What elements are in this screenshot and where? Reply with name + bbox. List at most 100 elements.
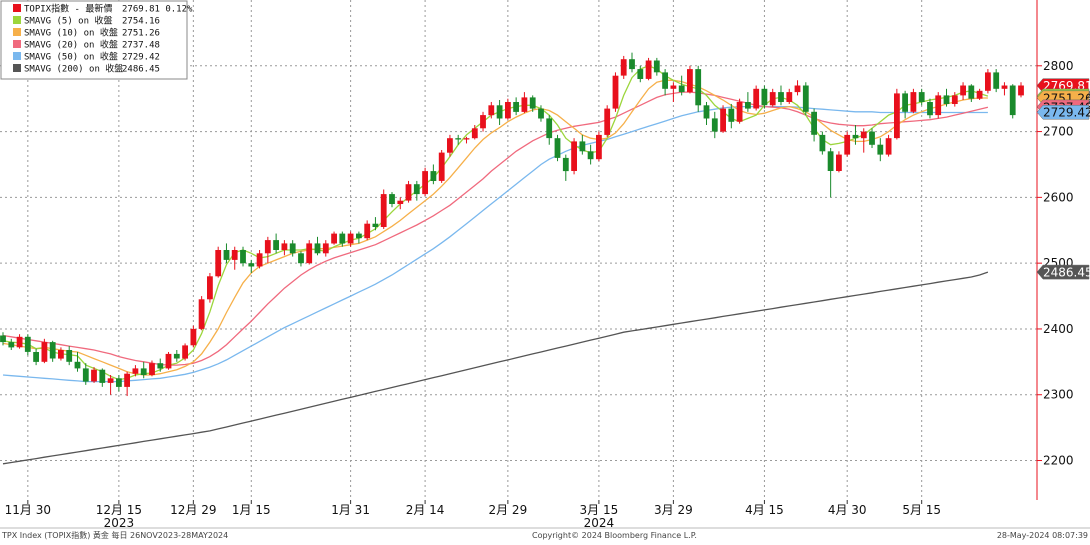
candle-down	[99, 368, 106, 387]
candle-up	[488, 101, 495, 119]
candle-down	[513, 97, 519, 116]
legend-label: SMAVG (10) on 收盤	[24, 27, 118, 39]
candle-up	[620, 55, 627, 79]
candle-body	[769, 92, 776, 106]
candle-body	[190, 328, 197, 346]
candle-body	[58, 350, 64, 359]
legend-item: TOPIX指數 - 最新價 2769.81 0.12%	[13, 3, 193, 15]
candle-down	[587, 144, 594, 165]
candle-up	[976, 88, 983, 100]
candle-body	[24, 336, 31, 352]
candle-up	[281, 240, 288, 256]
candle-up	[604, 105, 611, 137]
candle-body	[653, 60, 660, 73]
legend-value: 2751.26	[122, 29, 160, 39]
candle-down	[918, 88, 925, 106]
footer-copyright: Copyright© 2024 Bloomberg Finance L.P.	[532, 531, 697, 540]
candle-up	[149, 360, 155, 377]
candle-body	[753, 88, 760, 109]
candle-up	[215, 246, 222, 278]
x-tick-labels: 11月 30 12月 15 12月 29 1月 15 1月 31 2月 14 2月 29 3月…	[5, 500, 941, 530]
candle-body	[587, 151, 594, 160]
candle-down	[811, 108, 817, 142]
candle-down	[968, 84, 975, 102]
candle-body	[521, 97, 528, 112]
candle-down	[430, 164, 437, 185]
candle-body	[943, 95, 950, 104]
candle-body	[331, 233, 337, 244]
y-tick-label: 2400	[1043, 322, 1074, 336]
candle-up	[306, 240, 313, 265]
candle-down	[372, 217, 379, 231]
candle-down	[1009, 84, 1016, 119]
candle-up	[505, 98, 511, 120]
candle-body	[902, 93, 908, 112]
candle-up	[447, 134, 453, 157]
candle-body	[1018, 85, 1024, 96]
candle-body	[546, 118, 553, 139]
candle-down	[869, 128, 875, 149]
candle-down	[389, 192, 395, 208]
legend-swatch	[13, 4, 21, 12]
candle-down	[993, 69, 1000, 93]
candle-up	[612, 72, 619, 112]
candle-body	[99, 369, 106, 383]
candle-up	[16, 334, 23, 349]
candle-body	[264, 240, 271, 254]
candle-body	[372, 223, 379, 227]
candle-up	[405, 180, 412, 203]
candle-up	[720, 105, 726, 133]
candle-down	[827, 148, 834, 198]
candle-down	[66, 346, 73, 366]
candle-body	[794, 85, 801, 93]
candle-up	[347, 231, 354, 247]
candle-body	[596, 134, 602, 160]
candle-body	[637, 69, 644, 79]
candle-down	[157, 358, 164, 372]
candle-down	[728, 103, 735, 129]
candle-body	[976, 90, 983, 99]
candle-up	[198, 296, 205, 331]
legend-item: SMAVG (20) on 收盤 2737.48	[13, 39, 160, 51]
x-tick-label: 12月 15	[96, 503, 142, 517]
candle-down	[579, 134, 586, 155]
candle-down	[298, 251, 304, 267]
candle-body	[182, 345, 188, 359]
candle-body	[149, 363, 155, 375]
candle-body	[248, 263, 255, 267]
candle-down	[289, 240, 296, 257]
candle-body	[0, 335, 6, 343]
candle-body	[951, 95, 958, 104]
legend-value: 2769.81 0.12%	[122, 5, 193, 15]
candle-up	[124, 371, 130, 397]
legend-item: SMAVG (10) on 收盤 2751.26	[13, 27, 160, 39]
sma200-line	[2, 271, 989, 465]
candle-up	[207, 273, 213, 303]
candle-down	[629, 52, 635, 73]
x-tick-label: 4月 15	[745, 503, 784, 517]
x-tick-label: 5月 15	[902, 503, 941, 517]
candle-body	[852, 134, 859, 139]
candle-body	[422, 171, 428, 195]
sma5-line	[2, 65, 989, 381]
candle-up	[264, 236, 271, 264]
sma20-line	[2, 91, 989, 366]
legend: TOPIX指數 - 最新價 2769.81 0.12%SMAVG (5) on 收…	[0, 0, 193, 80]
candle-down	[662, 69, 668, 96]
candle-body	[562, 157, 569, 172]
candle-down	[538, 105, 544, 122]
candle-up	[596, 131, 602, 162]
candle-body	[314, 243, 321, 254]
candle-body	[703, 105, 710, 119]
candle-body	[173, 353, 180, 359]
candle-body	[1009, 85, 1016, 116]
candle-body	[538, 108, 544, 119]
candle-up	[91, 367, 97, 383]
candle-body	[66, 350, 73, 362]
candle-body	[670, 85, 677, 89]
candle-body	[985, 72, 991, 91]
candle-down	[0, 332, 6, 346]
candle-body	[281, 243, 288, 250]
candle-body	[910, 92, 917, 112]
